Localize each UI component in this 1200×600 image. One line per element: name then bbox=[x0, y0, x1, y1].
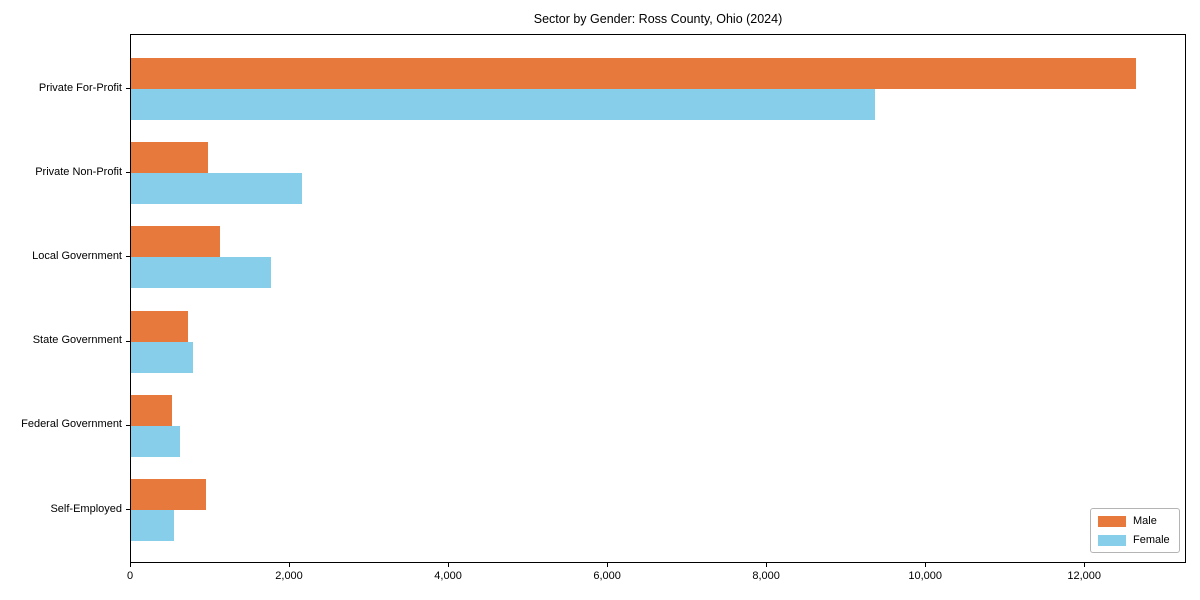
ytick-label-local-government: Local Government bbox=[32, 249, 122, 262]
bar-female-private-for-profit bbox=[131, 89, 876, 120]
bar-female-local-government bbox=[131, 257, 271, 289]
xtick-label-10-000: 10,000 bbox=[908, 570, 942, 582]
bar-female-self-employed bbox=[131, 510, 174, 541]
ytick-label-private-for-profit: Private For-Profit bbox=[38, 81, 122, 94]
legend-label-male: Male bbox=[1133, 515, 1157, 527]
bar-female-private-non-profit bbox=[131, 173, 302, 205]
female-color-swatch bbox=[1098, 534, 1126, 546]
xtick-mark-8-000 bbox=[766, 563, 768, 567]
bar-female-state-government bbox=[131, 341, 194, 373]
xtick-label-2-000: 2,000 bbox=[275, 570, 303, 582]
ytick-label-private-non-profit: Private Non-Profit bbox=[35, 165, 122, 178]
ytick-label-state-government: State Government bbox=[32, 334, 122, 347]
xtick-mark-2-000 bbox=[289, 563, 291, 567]
bar-male-state-government bbox=[131, 310, 189, 342]
bar-female-federal-government bbox=[131, 425, 181, 457]
legend: Male Female bbox=[1090, 508, 1180, 553]
bar-male-local-government bbox=[131, 226, 221, 258]
xtick-label-8-000: 8,000 bbox=[752, 570, 780, 582]
xtick-label-12-000: 12,000 bbox=[1067, 570, 1102, 582]
legend-item-female: Female bbox=[1098, 533, 1172, 547]
bar-male-self-employed bbox=[131, 479, 206, 510]
xtick-mark-12-000 bbox=[1084, 563, 1086, 567]
ytick-mark-state-government bbox=[126, 340, 130, 342]
xtick-label-0: 0 bbox=[126, 570, 134, 582]
ytick-mark-federal-government bbox=[126, 424, 130, 426]
bar-male-private-for-profit bbox=[131, 58, 1137, 89]
xtick-label-6-000: 6,000 bbox=[593, 570, 621, 582]
bar-male-federal-government bbox=[131, 394, 173, 426]
ytick-mark-self-employed bbox=[126, 509, 130, 510]
chart-title: Sector by Gender: Ross County, Ohio (202… bbox=[533, 12, 783, 26]
xtick-label-4-000: 4,000 bbox=[434, 570, 462, 582]
bar-male-private-non-profit bbox=[131, 142, 209, 174]
ytick-label-self-employed: Self-Employed bbox=[50, 502, 122, 515]
ytick-mark-private-for-profit bbox=[126, 88, 130, 89]
ytick-mark-local-government bbox=[126, 256, 130, 258]
xtick-mark-6-000 bbox=[607, 563, 609, 567]
legend-label-female: Female bbox=[1133, 534, 1170, 546]
plot-area bbox=[130, 34, 1186, 563]
xtick-mark-0 bbox=[130, 563, 131, 567]
ytick-label-federal-government: Federal Government bbox=[21, 418, 122, 431]
legend-item-male: Male bbox=[1098, 514, 1172, 528]
male-color-swatch bbox=[1098, 515, 1126, 527]
ytick-mark-private-non-profit bbox=[126, 172, 130, 174]
xtick-mark-10-000 bbox=[925, 563, 927, 567]
xtick-mark-4-000 bbox=[448, 563, 450, 567]
